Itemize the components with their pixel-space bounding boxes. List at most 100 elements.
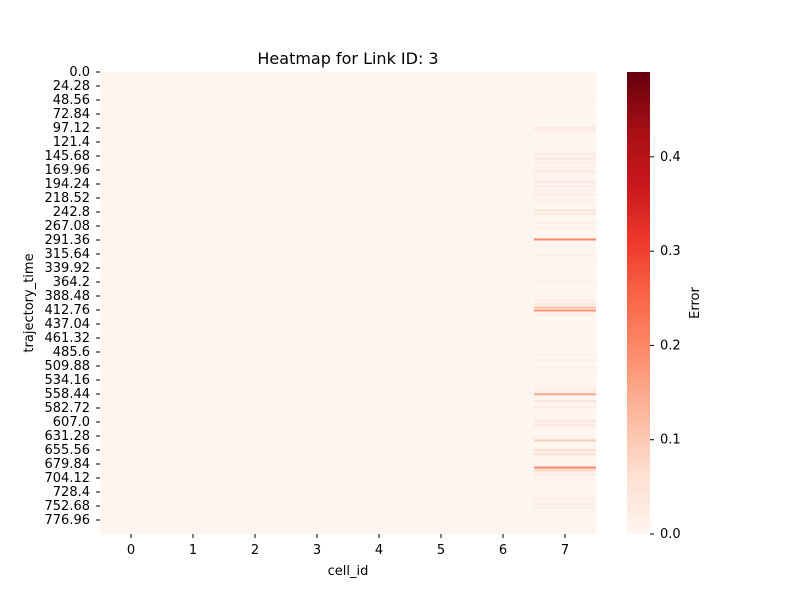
colorbar-ticks: 0.0 0.1 0.2 0.3 0.4 — [650, 150, 681, 542]
y-tick-label: 291.36 — [45, 233, 91, 248]
heatmap-cell — [534, 473, 596, 476]
y-axis-label: trajectory_time — [22, 253, 37, 352]
x-tick-label: 2 — [251, 543, 259, 558]
chart-title: Heatmap for Link ID: 3 — [257, 49, 438, 68]
heatmap-cell — [534, 439, 596, 442]
heatmap-column-1 — [162, 72, 225, 534]
colorbar-tick-label: 0.0 — [660, 527, 681, 542]
y-axis: 0.024.2848.5672.8497.12121.4145.68169.96… — [45, 65, 100, 528]
heatmap-cell — [534, 303, 596, 306]
heatmap-cell — [534, 129, 596, 132]
y-tick-label: 194.24 — [45, 177, 91, 192]
x-tick-label: 7 — [561, 543, 569, 558]
heatmap-column-3 — [286, 72, 349, 534]
heatmap-cell — [534, 390, 596, 393]
colorbar: 0.0 0.1 0.2 0.3 0.4 Error — [627, 72, 703, 542]
y-tick-label: 461.32 — [45, 331, 91, 346]
heatmap-cell — [534, 400, 596, 403]
colorbar-label: Error — [688, 287, 703, 319]
y-tick-label: 534.16 — [45, 373, 91, 388]
y-tick-label: 679.84 — [45, 457, 91, 472]
heatmap-cell — [534, 199, 596, 202]
heatmap-cell — [534, 98, 596, 101]
heatmap-cell — [534, 193, 596, 196]
x-tick-label: 6 — [499, 543, 507, 558]
heatmap-column-0 — [100, 72, 163, 534]
heatmap-cell — [534, 420, 596, 423]
y-tick-label: 339.92 — [45, 261, 91, 276]
heatmap-cell — [534, 127, 596, 130]
heatmap-cell — [534, 313, 596, 316]
heatmap-column-4 — [348, 72, 411, 534]
heatmap-cell — [472, 202, 534, 205]
y-tick-label: 121.4 — [53, 135, 90, 150]
heatmap-cell — [534, 254, 596, 257]
y-tick-label: 242.8 — [53, 205, 90, 220]
heatmap-cell — [534, 502, 596, 505]
y-tick-label: 437.04 — [45, 317, 91, 332]
heatmap-column-2 — [224, 72, 287, 534]
heatmap-cell — [534, 166, 596, 169]
heatmap-cell — [534, 469, 596, 472]
x-tick-label: 3 — [313, 543, 321, 558]
y-tick-label: 72.84 — [53, 107, 90, 122]
heatmap-cell — [534, 507, 596, 510]
y-tick-label: 752.68 — [45, 499, 91, 514]
y-tick-label: 607.0 — [53, 415, 90, 430]
heatmap-cell — [534, 498, 596, 501]
y-tick-label: 218.52 — [45, 191, 91, 206]
heatmap-cell — [410, 304, 472, 307]
y-tick-label: 145.68 — [45, 149, 91, 164]
heatmap-cell — [534, 299, 596, 302]
x-tick-label: 0 — [127, 543, 135, 558]
heatmap-cell — [534, 366, 596, 369]
heatmap-cell — [534, 359, 596, 362]
heatmap-cell — [534, 387, 596, 390]
y-tick-label: 0.0 — [69, 65, 90, 80]
heatmap-cell — [534, 157, 596, 160]
heatmap-cell — [534, 424, 596, 427]
heatmap-cell — [534, 353, 596, 356]
heatmap-cell — [534, 180, 596, 183]
heatmap-cell — [534, 170, 596, 173]
y-tick-label: 509.88 — [45, 359, 91, 374]
y-tick-label: 267.08 — [45, 219, 91, 234]
heatmap-cell — [100, 304, 162, 307]
heatmap-cell — [224, 129, 286, 132]
y-tick-label: 776.96 — [45, 513, 91, 528]
colorbar-tick-label: 0.4 — [660, 150, 681, 165]
y-tick-label: 169.96 — [45, 163, 91, 178]
heatmap-cell — [534, 393, 596, 396]
heatmap-cell — [100, 229, 162, 232]
y-tick-label: 558.44 — [45, 387, 91, 402]
y-tick-label: 364.2 — [53, 275, 90, 290]
heatmap-cell — [534, 405, 596, 408]
y-tick-label: 631.28 — [45, 429, 91, 444]
y-tick-label: 412.76 — [45, 303, 91, 318]
y-tick-label: 48.56 — [53, 93, 90, 108]
x-tick-label: 5 — [437, 543, 445, 558]
colorbar-tick-label: 0.2 — [660, 338, 681, 353]
heatmap-cell — [472, 489, 534, 492]
heatmap-cell — [534, 280, 596, 283]
heatmap-cell — [534, 213, 596, 216]
x-axis: 0 1 2 3 4 5 6 7 — [127, 534, 569, 558]
heatmap-cell — [534, 153, 596, 156]
heatmap-cell — [534, 226, 596, 229]
y-tick-label: 728.4 — [53, 485, 90, 500]
heatmap-cell — [534, 162, 596, 165]
heatmap-column-6 — [472, 72, 535, 534]
heatmap-cell — [348, 414, 410, 417]
heatmap-cell — [534, 185, 596, 188]
y-tick-label: 24.28 — [53, 79, 90, 94]
heatmap-cell — [534, 238, 596, 241]
y-tick-label: 97.12 — [53, 121, 90, 136]
y-tick-label: 704.12 — [45, 471, 91, 486]
heatmap-error-stripes — [100, 98, 596, 510]
heatmap-cells — [100, 72, 597, 534]
colorbar-tick-label: 0.1 — [660, 433, 681, 448]
heatmap-cell — [534, 466, 596, 469]
y-tick-label: 582.72 — [45, 401, 91, 416]
heatmap-cell — [534, 222, 596, 225]
